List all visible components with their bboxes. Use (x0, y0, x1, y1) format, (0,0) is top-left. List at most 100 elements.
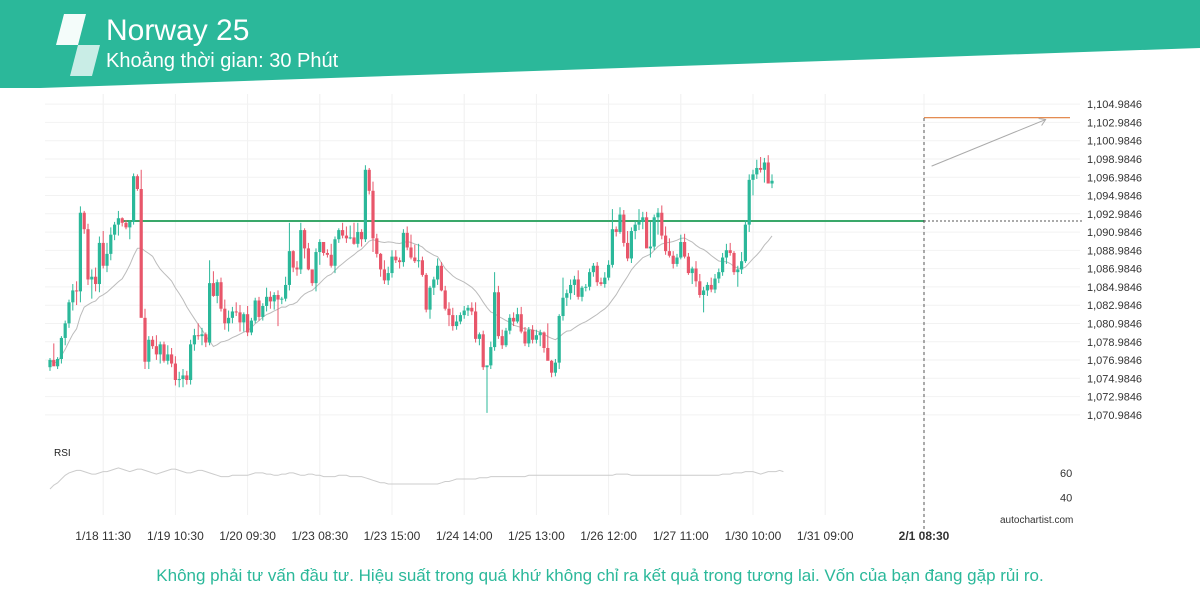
candle (439, 265, 443, 291)
autochartist-logo-icon (56, 14, 100, 76)
candle (595, 265, 599, 283)
candle (348, 237, 352, 239)
candle (458, 315, 462, 322)
candle (732, 252, 736, 273)
candle (272, 295, 276, 302)
y-tick-label: 1,080.9846 (1087, 318, 1142, 330)
candle (675, 257, 679, 264)
candle (158, 344, 162, 355)
candle (493, 292, 497, 348)
candle (489, 347, 493, 366)
y-tick-label: 1,076.9846 (1087, 355, 1142, 367)
y-tick-label: 1,082.9846 (1087, 300, 1142, 312)
rsi-tick-label: 60 (1060, 468, 1072, 480)
candle (310, 269, 314, 284)
candle (113, 224, 117, 235)
disclaimer: Không phải tư vấn đầu tư. Hiệu suất tron… (156, 566, 1044, 585)
candle (466, 307, 470, 311)
candle (101, 242, 105, 266)
candle (622, 214, 626, 243)
candle (196, 335, 200, 337)
candle (557, 316, 561, 363)
candle (154, 346, 158, 355)
y-tick-label: 1,072.9846 (1087, 392, 1142, 404)
candle (268, 296, 272, 302)
watermark: autochartist.com (1000, 515, 1074, 526)
candle (500, 336, 504, 346)
candle (728, 250, 732, 253)
candle (679, 241, 683, 258)
candle (82, 212, 86, 230)
candle (417, 260, 421, 262)
candle (390, 256, 394, 274)
candle (116, 218, 120, 225)
candle (770, 180, 774, 184)
x-tick-label: 1/20 09:30 (219, 529, 276, 543)
candle (451, 315, 455, 327)
x-tick-label: 1/27 11:00 (653, 529, 709, 543)
x-tick-label: 1/23 08:30 (291, 529, 348, 543)
candle (641, 217, 645, 222)
candle (762, 162, 766, 170)
candle (253, 300, 257, 321)
candle (215, 282, 219, 296)
candle (147, 339, 151, 362)
candle (569, 284, 573, 294)
candle (341, 230, 345, 236)
candle (561, 297, 565, 317)
x-tick-label: 1/26 12:00 (580, 529, 637, 543)
candle (667, 251, 671, 256)
candle (413, 257, 417, 262)
candle (299, 230, 303, 270)
candle (572, 279, 576, 285)
candle (565, 293, 569, 298)
candle (542, 332, 546, 349)
candle (534, 335, 538, 340)
candle (512, 317, 516, 322)
candle (538, 332, 542, 336)
candle (265, 296, 269, 306)
candle (740, 261, 744, 270)
x-tick-label: 1/18 11:30 (75, 529, 131, 543)
candle (527, 329, 531, 344)
candle (443, 290, 447, 309)
candle (424, 274, 428, 310)
candle (303, 230, 307, 249)
candle (508, 317, 512, 331)
y-tick-label: 1,104.9846 (1087, 99, 1142, 111)
candle (257, 300, 261, 317)
candle (504, 330, 508, 346)
candle (367, 169, 371, 191)
y-tick-label: 1,078.9846 (1087, 337, 1142, 349)
candle (375, 238, 379, 254)
candle (591, 265, 595, 273)
candle (177, 379, 181, 381)
candle (170, 354, 174, 364)
candle (496, 292, 500, 337)
candle (629, 231, 633, 259)
candle (344, 235, 348, 239)
candle (132, 176, 136, 222)
candle (109, 234, 113, 254)
candle (686, 256, 690, 274)
candle (234, 311, 238, 313)
candle (246, 314, 250, 333)
candle (333, 239, 337, 266)
candle (56, 358, 60, 367)
candle (409, 247, 413, 258)
candle (481, 334, 485, 368)
candle (462, 310, 466, 316)
candle (124, 222, 128, 228)
y-tick-label: 1,074.9846 (1087, 373, 1142, 385)
candle (211, 283, 215, 296)
x-tick-label: 1/31 09:00 (797, 529, 854, 543)
candle (474, 311, 478, 339)
candle (652, 217, 656, 247)
candle (67, 302, 71, 324)
candle (755, 167, 759, 175)
candle (420, 260, 424, 275)
candle (223, 308, 227, 324)
candle (637, 221, 641, 225)
candle (671, 255, 675, 264)
candle (249, 320, 253, 333)
